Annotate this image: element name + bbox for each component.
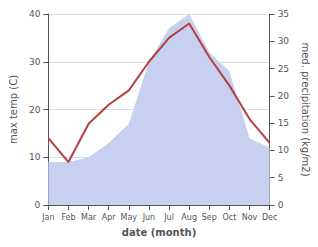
svg-text:10: 10 <box>278 145 290 155</box>
svg-text:30: 30 <box>29 57 41 67</box>
svg-text:40: 40 <box>29 9 41 19</box>
svg-text:15: 15 <box>278 118 289 128</box>
svg-text:25: 25 <box>278 64 289 74</box>
svg-text:max temp (C): max temp (C) <box>8 75 19 144</box>
svg-text:0: 0 <box>278 200 284 210</box>
svg-text:Jan: Jan <box>41 213 54 222</box>
svg-text:May: May <box>121 213 138 222</box>
svg-text:date (month): date (month) <box>122 227 196 238</box>
svg-text:Jul: Jul <box>163 213 174 222</box>
svg-text:med. precipitation (kg/m2): med. precipitation (kg/m2) <box>300 42 311 176</box>
svg-text:35: 35 <box>278 9 289 19</box>
svg-text:Dec: Dec <box>262 213 277 222</box>
svg-text:Nov: Nov <box>242 213 258 222</box>
svg-text:Feb: Feb <box>61 213 75 222</box>
svg-text:30: 30 <box>278 36 290 46</box>
svg-text:10: 10 <box>29 152 41 162</box>
svg-text:Jun: Jun <box>142 213 156 222</box>
svg-text:0: 0 <box>35 200 41 210</box>
svg-text:5: 5 <box>278 173 284 183</box>
svg-text:Apr: Apr <box>102 213 117 222</box>
svg-text:20: 20 <box>29 105 41 115</box>
svg-text:Sep: Sep <box>202 213 217 222</box>
svg-text:Aug: Aug <box>181 213 197 222</box>
svg-text:20: 20 <box>278 91 290 101</box>
svg-text:Oct: Oct <box>222 213 236 222</box>
svg-text:Mar: Mar <box>81 213 97 222</box>
